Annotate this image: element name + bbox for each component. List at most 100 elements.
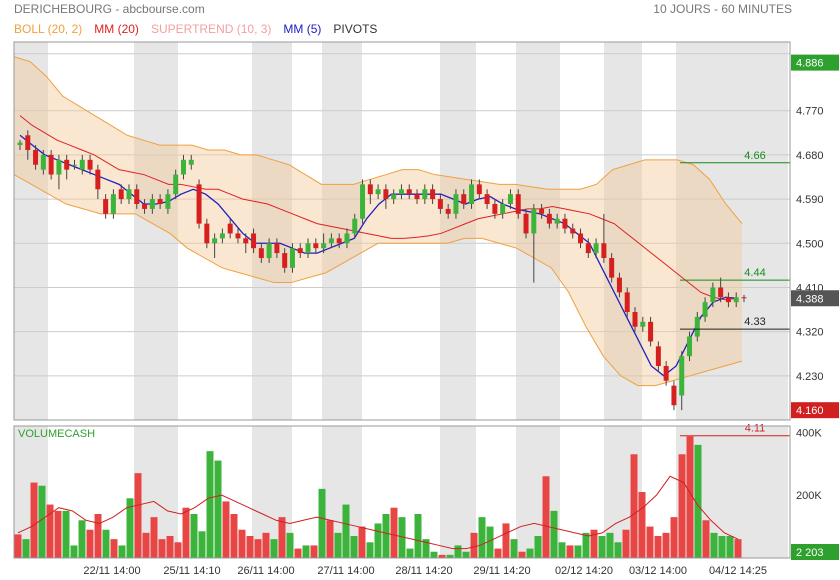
- candle-body: [266, 243, 272, 258]
- pivot-label: 4.66: [744, 150, 765, 162]
- candle-body: [313, 243, 319, 249]
- candle-body: [142, 204, 148, 209]
- candle-body: [531, 208, 537, 234]
- volume-tick-label: 400K: [796, 427, 822, 439]
- candle-body: [671, 385, 677, 406]
- candle-body: [336, 238, 342, 244]
- volume-bar: [14, 534, 22, 558]
- volume-bar: [366, 542, 374, 558]
- volume-bars: [14, 435, 742, 558]
- volume-bar: [574, 545, 582, 558]
- volume-bar: [510, 539, 518, 558]
- candle-body: [383, 189, 389, 200]
- candle-body: [134, 189, 140, 204]
- candle-body: [578, 233, 584, 244]
- candle-body: [710, 287, 716, 303]
- volume-bar: [102, 529, 110, 558]
- candle-body: [188, 159, 194, 165]
- session-band: [516, 42, 560, 420]
- volume-tick-label: 200K: [796, 490, 822, 502]
- volume-bar: [350, 536, 358, 558]
- candle-body: [601, 243, 607, 258]
- x-tick-label: 29/11 14:20: [473, 565, 530, 577]
- volume-bar: [238, 529, 246, 558]
- candle-body: [430, 189, 436, 200]
- candle-body: [103, 199, 109, 214]
- candle-body: [305, 243, 311, 254]
- volume-bar: [502, 523, 510, 558]
- volume-bar: [206, 451, 214, 558]
- candlesticks: [17, 130, 747, 411]
- volume-bar: [214, 460, 222, 558]
- volume-bar: [22, 539, 30, 558]
- candle-body: [484, 194, 490, 204]
- candle-body: [733, 297, 739, 303]
- volume-bar: [382, 514, 390, 558]
- price-tag: [791, 290, 839, 307]
- volume-bar: [670, 517, 678, 558]
- candle-body: [570, 228, 576, 234]
- candle-body: [282, 253, 288, 268]
- volume-bar: [62, 510, 70, 558]
- candle-body: [476, 184, 482, 195]
- candle-body: [461, 194, 467, 204]
- volume-bar: [390, 507, 398, 558]
- volume-bar: [494, 548, 502, 558]
- volume-bar: [30, 482, 38, 558]
- candle-body: [445, 208, 451, 214]
- candle-body: [87, 159, 93, 170]
- candle-body: [48, 154, 54, 175]
- price-tag-label: 4.886: [796, 58, 824, 70]
- y-tick-label: 4.770: [796, 106, 824, 118]
- candle-body: [507, 194, 513, 204]
- candle-body: [554, 218, 560, 224]
- candle-body: [227, 223, 233, 234]
- bollinger-upper: [13, 56, 743, 224]
- volume-bar: [150, 517, 158, 558]
- volume-bar: [78, 520, 86, 558]
- candle-body: [562, 218, 568, 229]
- volume-bar: [446, 554, 454, 558]
- volume-bar: [326, 520, 334, 558]
- candle-body: [321, 243, 327, 249]
- candle-body: [235, 233, 241, 239]
- volume-bar: [198, 531, 206, 558]
- volume-bar: [310, 545, 318, 558]
- volume-bar: [678, 454, 686, 558]
- volume-bar: [598, 536, 606, 558]
- volume-bar: [534, 536, 542, 558]
- volume-bar: [38, 485, 46, 558]
- volume-bar: [542, 476, 550, 558]
- volume-bar: [486, 526, 494, 558]
- candle-body: [546, 213, 552, 224]
- candle-body: [694, 316, 700, 337]
- volume-bar: [286, 532, 294, 558]
- candle-body: [406, 189, 412, 195]
- volume-bar: [134, 473, 142, 558]
- candle-body: [344, 233, 350, 244]
- volume-bar: [374, 523, 382, 558]
- candle-body: [453, 194, 459, 214]
- candle-body: [173, 174, 179, 195]
- price-tag-label: 4.388: [796, 293, 824, 305]
- volume-bar: [590, 529, 598, 558]
- volume-bar: [438, 554, 446, 558]
- candle-body: [375, 189, 381, 195]
- legend-mm20: MM (20): [94, 22, 139, 36]
- volume-bar: [414, 514, 422, 558]
- x-tick-label: 25/11 14:10: [163, 565, 220, 577]
- candle-body: [648, 321, 654, 342]
- session-band: [676, 42, 788, 420]
- candle-body: [663, 366, 669, 381]
- x-tick-label: 22/11 14:00: [83, 565, 140, 577]
- candle-body: [33, 150, 39, 165]
- candle-body: [360, 184, 366, 219]
- candle-body: [204, 223, 210, 244]
- volume-bar: [470, 532, 478, 558]
- candle-body: [500, 204, 506, 214]
- legend-pivots: PIVOTS: [333, 22, 378, 36]
- moving-averages: [19, 115, 739, 377]
- price-tag-label: 4.160: [796, 405, 824, 417]
- candle-body: [367, 184, 373, 195]
- volume-tag-label: 2 203: [796, 547, 824, 559]
